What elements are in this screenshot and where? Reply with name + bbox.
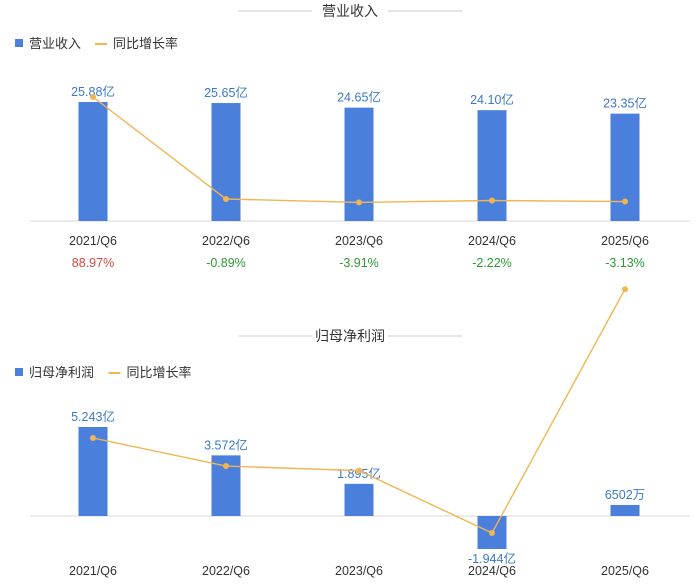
- growth-point-2025/Q6: [622, 198, 628, 205]
- category-label: 2025/Q6: [601, 234, 649, 248]
- legend-bar-swatch: [15, 39, 23, 47]
- growth-rate-label: -3.13%: [605, 256, 645, 270]
- growth-point-2021/Q6: [90, 94, 96, 100]
- category-label: 2023/Q6: [335, 234, 383, 248]
- legend-bar-swatch: [15, 368, 23, 376]
- chart-title: 营业收入: [322, 3, 378, 19]
- bar-value-label: 25.88亿: [71, 84, 115, 99]
- bar-2024/Q6: [477, 110, 507, 221]
- growth-point-2024/Q6: [489, 530, 495, 536]
- bar-2023/Q6: [344, 483, 374, 516]
- growth-rate-label: -2.22%: [472, 256, 512, 270]
- bar-value-label: 24.10亿: [470, 92, 514, 107]
- bar-2022/Q6: [211, 103, 241, 221]
- bar-2025/Q6: [610, 113, 640, 221]
- legend-line-label: 同比增长率: [127, 365, 192, 380]
- category-label: 2021/Q6: [69, 564, 117, 578]
- category-label: 2024/Q6: [468, 564, 516, 578]
- category-label: 2022/Q6: [202, 564, 250, 578]
- bar-2021/Q6: [78, 102, 108, 221]
- bar-value-label: 25.65亿: [204, 85, 248, 100]
- bar-value-label: 24.65亿: [337, 90, 381, 105]
- legend-line-label: 同比增长率: [113, 36, 178, 51]
- growth-point-2024/Q6: [489, 197, 495, 204]
- category-label: 2023/Q6: [335, 564, 383, 578]
- category-label: 2024/Q6: [468, 234, 516, 248]
- bar-value-label: 5.243亿: [71, 409, 115, 424]
- legend-bar-label: 归母净利润: [29, 365, 94, 380]
- bar-value-label: -1.944亿: [468, 551, 516, 566]
- category-label: 2021/Q6: [69, 234, 117, 248]
- growth-point-2025/Q6: [622, 286, 628, 293]
- growth-point-2021/Q6: [90, 435, 96, 441]
- legend-bar-label: 营业收入: [29, 36, 81, 51]
- growth-rate-label: -3.91%: [339, 256, 379, 270]
- bar-2025/Q6: [610, 504, 640, 516]
- growth-point-2022/Q6: [223, 196, 229, 202]
- chart-title: 归母净利润: [315, 328, 385, 344]
- bar-2021/Q6: [78, 427, 108, 516]
- bar-value-label: 23.35亿: [603, 96, 647, 111]
- growth-point-2023/Q6: [356, 467, 362, 474]
- growth-rate-label: -0.89%: [206, 256, 246, 270]
- growth-rate-label: 88.97%: [72, 256, 114, 270]
- category-label: 2022/Q6: [202, 234, 250, 248]
- growth-point-2022/Q6: [223, 463, 229, 470]
- category-label: 2025/Q6: [601, 564, 649, 578]
- bar-value-label: 3.572亿: [204, 437, 248, 452]
- growth-point-2023/Q6: [356, 199, 362, 206]
- bar-value-label: 6502万: [605, 488, 645, 502]
